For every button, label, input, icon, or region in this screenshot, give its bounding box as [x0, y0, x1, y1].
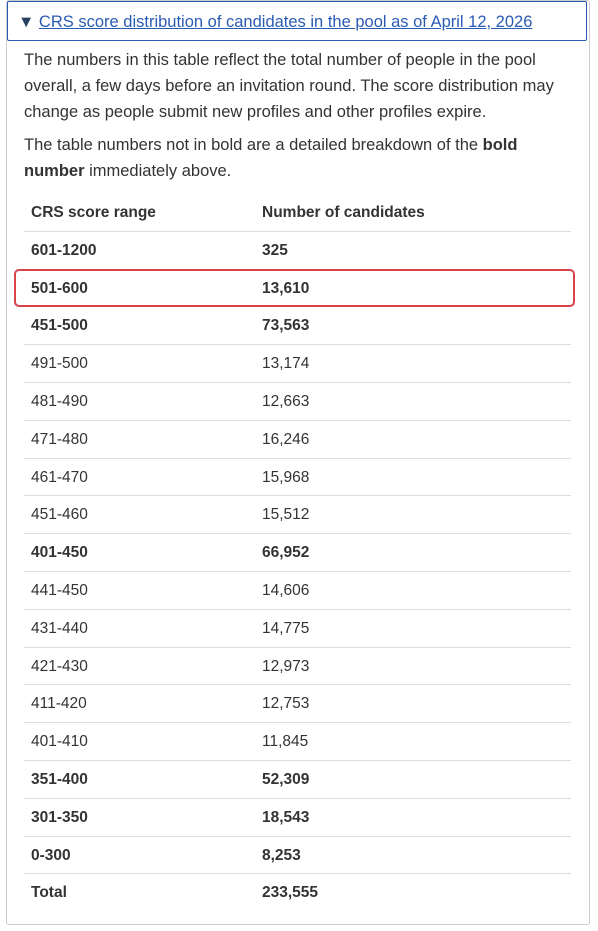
table-row: 0-300 8,253	[24, 837, 571, 875]
cell: 601-1200	[31, 241, 97, 259]
cell: 441-450	[31, 581, 88, 599]
details-panel: ▼ CRS score distribution of candidates i…	[6, 0, 590, 925]
cell: 233,555	[262, 884, 319, 902]
cell: Total	[31, 884, 67, 902]
cell: Number of candidates	[262, 204, 425, 221]
cell: 15,968	[262, 468, 310, 486]
cell: 12,663	[262, 392, 310, 410]
table-row: 401-450 66,952	[24, 534, 571, 572]
table-row: 451-460 15,512	[24, 496, 571, 535]
table-row: 601-1200 325	[24, 232, 571, 270]
note-text: The table numbers not in bold are a deta…	[24, 136, 483, 154]
cell: CRS score range	[31, 204, 156, 221]
table: CRS score range Number of candidates 601-1…	[14, 194, 575, 911]
summary-text[interactable]: ▼ CRS score distribution of candidates i…	[18, 13, 533, 31]
cell: 12,973	[262, 657, 310, 675]
cell: 351-400	[31, 770, 88, 788]
table-row: 481-490 12,663	[24, 383, 571, 421]
cell: 501-600	[31, 279, 88, 297]
cell: 11,845	[262, 733, 309, 751]
note-text: immediately above.	[84, 162, 232, 180]
cell: 491-500	[31, 355, 88, 373]
cell: 13,610	[262, 279, 310, 297]
cell: 451-500	[31, 317, 88, 335]
table-row: 351-400 52,309	[24, 761, 571, 799]
summary[interactable]: ▼ CRS score distribution of candidates i…	[7, 1, 587, 41]
cell: 8,253	[262, 846, 301, 864]
table-row: 421-430 12,973	[24, 648, 571, 686]
summary-label[interactable]: CRS score distribution of candidates in …	[38, 13, 533, 31]
cell: 16,246	[262, 430, 310, 448]
cell: 14,606	[262, 581, 310, 599]
cell: 14,775	[262, 619, 310, 637]
cell: 481-490	[31, 392, 88, 410]
cell: 301-350	[31, 808, 88, 826]
table-row: 401-410 11,845	[24, 723, 571, 761]
table-row: 411-420 12,753	[24, 685, 571, 724]
cell: 471-480	[31, 430, 88, 448]
cell: 325	[262, 241, 288, 259]
cell: 421-430	[31, 657, 88, 675]
table-row: 461-470 15,968	[24, 459, 571, 497]
table-row: 491-500 13,174	[24, 345, 571, 383]
table-row: 471-480 16,246	[24, 421, 571, 459]
paragraph: The numbers in this table reflect the to…	[24, 51, 554, 121]
table-row: 301-350 18,543	[24, 799, 571, 837]
cell: 15,512	[262, 506, 310, 524]
table-row: 501-600 13,610	[14, 268, 575, 308]
cell: 0-300	[31, 846, 71, 864]
cell: 401-410	[31, 733, 88, 751]
cell: 411-420	[31, 695, 87, 713]
note: The table numbers not in bold are a deta…	[24, 132, 569, 184]
cell: 73,563	[262, 317, 310, 335]
cell: 431-440	[31, 619, 88, 637]
cell: 52,309	[262, 770, 310, 788]
cell: 12,753	[262, 695, 310, 713]
cell: 451-460	[31, 506, 88, 524]
cell: 401-450	[31, 544, 88, 562]
note-bold: bold number	[24, 136, 518, 180]
table-row: Total 233,555	[24, 874, 571, 911]
highlight	[14, 268, 575, 308]
cell: 461-470	[31, 468, 88, 486]
cell: 18,543	[262, 808, 310, 826]
table-row: 441-450 14,606	[24, 572, 571, 610]
table-row: CRS score range Number of candidates	[24, 194, 571, 232]
table-row: 451-500 73,563	[24, 307, 571, 346]
cell: 66,952	[262, 544, 310, 562]
table-row: 431-440 14,775	[24, 610, 571, 648]
cell: 13,174	[262, 355, 310, 373]
